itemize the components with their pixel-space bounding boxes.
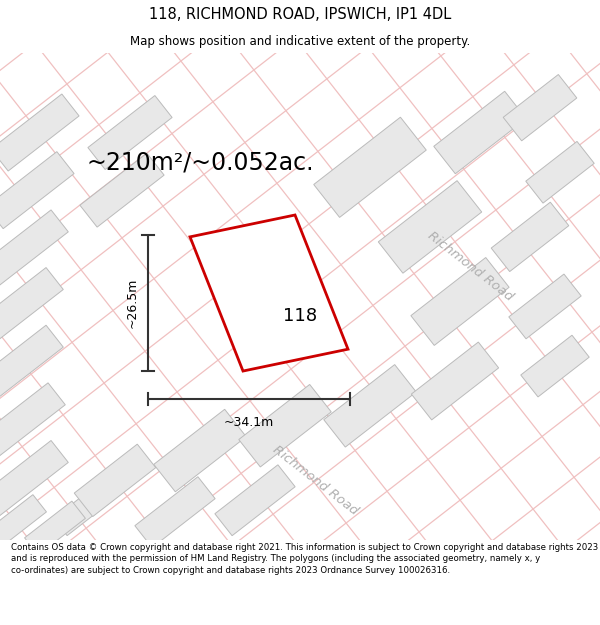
Polygon shape	[74, 444, 156, 517]
Polygon shape	[239, 384, 331, 467]
Polygon shape	[526, 141, 594, 203]
Polygon shape	[53, 485, 110, 536]
Polygon shape	[25, 501, 85, 555]
Text: Map shows position and indicative extent of the property.: Map shows position and indicative extent…	[130, 35, 470, 48]
Polygon shape	[324, 364, 416, 447]
Polygon shape	[0, 441, 68, 516]
Polygon shape	[491, 202, 569, 271]
Polygon shape	[521, 335, 589, 397]
Polygon shape	[0, 152, 74, 229]
Polygon shape	[314, 118, 426, 218]
Polygon shape	[411, 258, 509, 346]
Polygon shape	[154, 409, 246, 492]
Text: Contains OS data © Crown copyright and database right 2021. This information is : Contains OS data © Crown copyright and d…	[11, 542, 598, 575]
Polygon shape	[503, 74, 577, 141]
Text: 118: 118	[283, 308, 317, 326]
Polygon shape	[509, 274, 581, 339]
Polygon shape	[0, 494, 46, 546]
Polygon shape	[215, 465, 295, 536]
Polygon shape	[0, 210, 68, 286]
Polygon shape	[80, 153, 164, 227]
Polygon shape	[190, 215, 348, 371]
Polygon shape	[0, 383, 65, 459]
Polygon shape	[0, 94, 79, 171]
Polygon shape	[88, 96, 172, 169]
Polygon shape	[0, 325, 63, 401]
Text: ~34.1m: ~34.1m	[224, 416, 274, 429]
Text: Richmond Road: Richmond Road	[270, 443, 360, 518]
Text: Richmond Road: Richmond Road	[425, 229, 515, 304]
Polygon shape	[135, 477, 215, 548]
Text: ~210m²/~0.052ac.: ~210m²/~0.052ac.	[86, 151, 314, 174]
Polygon shape	[412, 342, 499, 420]
Text: 118, RICHMOND ROAD, IPSWICH, IP1 4DL: 118, RICHMOND ROAD, IPSWICH, IP1 4DL	[149, 8, 451, 22]
Polygon shape	[378, 181, 482, 273]
Text: ~26.5m: ~26.5m	[125, 278, 139, 328]
Polygon shape	[434, 91, 526, 174]
Polygon shape	[0, 268, 63, 343]
